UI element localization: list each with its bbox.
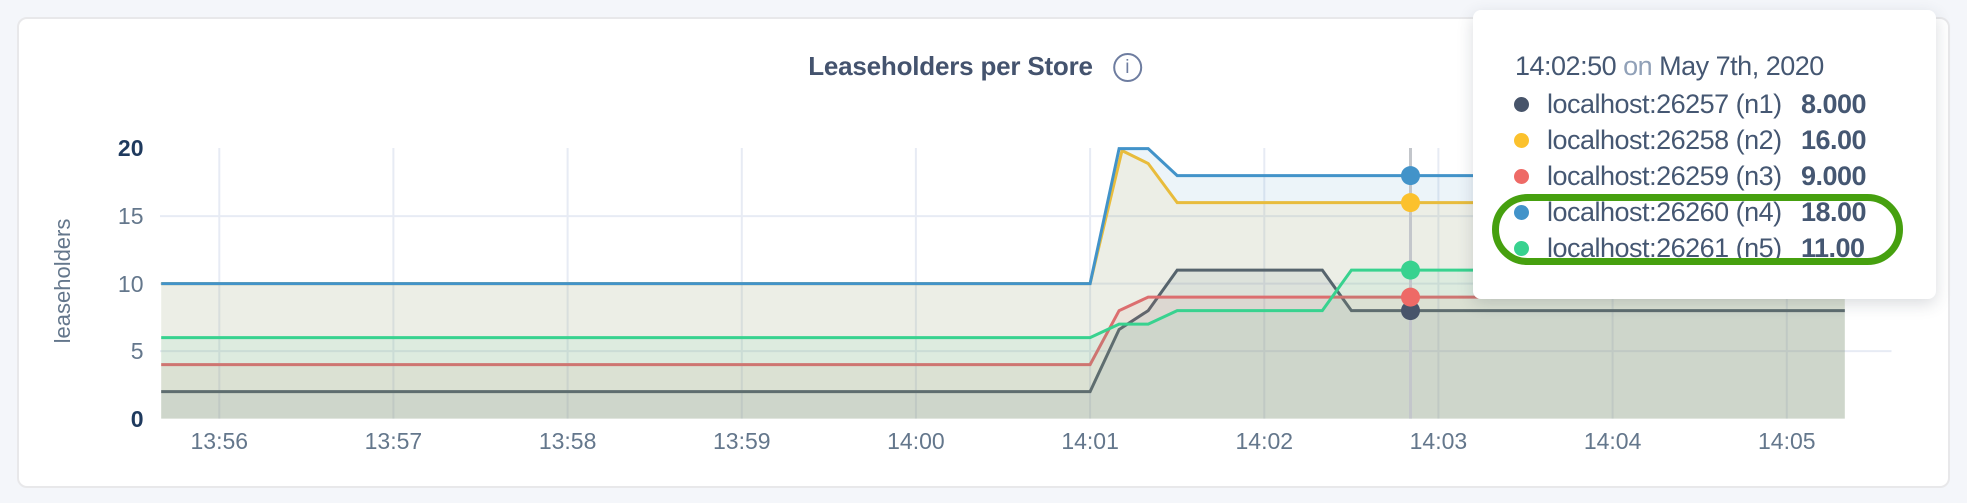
svg-text:5: 5 — [131, 338, 144, 364]
svg-text:13:58: 13:58 — [539, 428, 597, 454]
svg-text:13:57: 13:57 — [365, 428, 423, 454]
svg-text:14:04: 14:04 — [1584, 428, 1642, 454]
svg-text:13:59: 13:59 — [713, 428, 771, 454]
svg-text:0: 0 — [131, 406, 144, 432]
svg-text:10: 10 — [118, 271, 144, 297]
svg-text:14:01: 14:01 — [1061, 428, 1119, 454]
svg-text:13:56: 13:56 — [191, 428, 249, 454]
svg-text:14:00: 14:00 — [887, 428, 945, 454]
svg-text:14:02: 14:02 — [1236, 428, 1294, 454]
svg-text:14:05: 14:05 — [1758, 428, 1816, 454]
svg-text:20: 20 — [118, 135, 144, 161]
svg-text:15: 15 — [118, 203, 144, 229]
svg-text:14:03: 14:03 — [1410, 428, 1468, 454]
svg-text:leaseholders: leaseholders — [50, 219, 75, 344]
